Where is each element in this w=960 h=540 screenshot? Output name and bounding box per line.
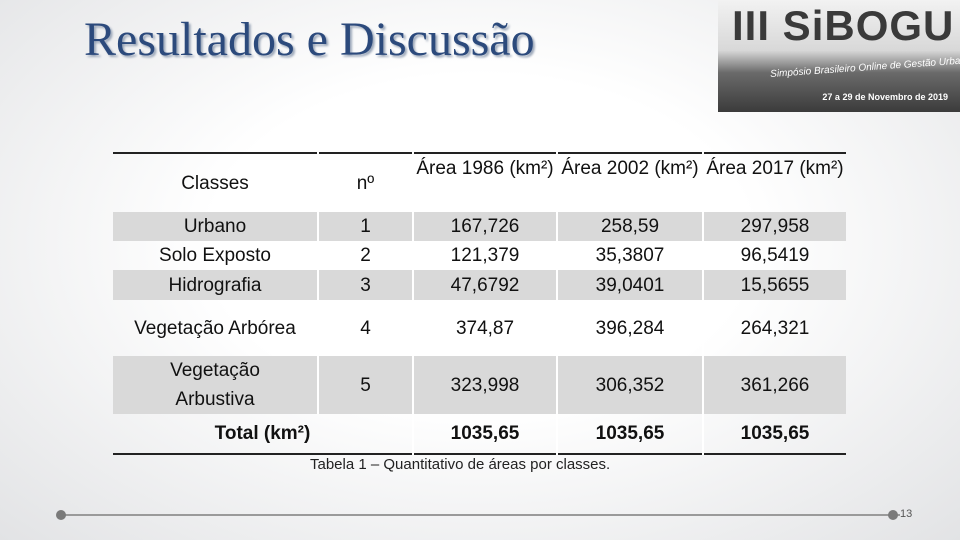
table-cell: 39,0401: [556, 270, 703, 300]
table-cell: Hidrografia: [113, 270, 318, 300]
caption: Tabela 1 – Quantitativo de áreas por cla…: [310, 456, 611, 473]
footer-dot: [888, 510, 898, 520]
table-row: Vegetação Arbustiva 5 323,998 306,352 361,26…: [113, 356, 846, 414]
logo-subtitle: Simpósio Brasileiro Online de Gestão Urb…: [769, 54, 960, 81]
table-cell: 361,266: [702, 356, 846, 414]
table-cell: 167,726: [412, 212, 557, 241]
table-cell: 2: [317, 241, 413, 270]
total-cell: 1035,65: [702, 414, 846, 454]
table-cell: 374,87: [412, 300, 557, 356]
table-cell: 15,5655: [702, 270, 846, 300]
footer-line: [60, 514, 900, 516]
table-cell: 96,5419: [702, 241, 846, 270]
header-cell: Área 2017 (km²): [702, 153, 846, 212]
logo-date: 27 a 29 de Novembro de 2019: [822, 92, 948, 102]
total-row: Total (km²) 1035,65 1035,65 1035,65: [113, 414, 846, 454]
title: Resultados e Discussão: [84, 13, 535, 66]
table-row: Solo Exposto 2 121,379 35,3807 96,5419: [113, 241, 846, 270]
table-cell: Urbano: [113, 212, 318, 241]
total-cell: 1035,65: [412, 414, 557, 454]
table-cell: 35,3807: [556, 241, 703, 270]
table-cell: 323,998: [412, 356, 557, 414]
table-cell: 396,284: [556, 300, 703, 356]
table-cell: Vegetação Arbustiva: [113, 356, 318, 414]
header-row: Classes nº Área 1986 (km²) Área 2002 (km²) Á…: [113, 153, 846, 212]
logo: III SiBOGU Simpósio Brasileiro Online de…: [718, 0, 960, 112]
logo-name: III SiBOGU: [732, 2, 955, 49]
table-row: Vegetação Arbórea 4 374,87 396,284 264,321: [113, 300, 846, 356]
header-cell: Área 2002 (km²): [556, 153, 703, 212]
table-cell: 306,352: [556, 356, 703, 414]
table-cell: Vegetação Arbórea: [134, 317, 296, 339]
header-cell: Área 1986 (km²): [412, 153, 557, 212]
table-row: Hidrografia 3 47,6792 39,0401 15,5655: [113, 270, 846, 300]
table-cell: Solo Exposto: [159, 245, 271, 266]
table-row: Urbano 1 167,726 258,59 297,958: [113, 212, 846, 241]
table: Classes nº Área 1986 (km²) Área 2002 (km²) Á…: [113, 152, 846, 455]
table-cell: 297,958: [702, 212, 846, 241]
table-cell: 5: [317, 356, 413, 414]
table-cell: 258,59: [556, 212, 703, 241]
table-cell: 4: [317, 300, 413, 356]
table-cell: 264,321: [702, 300, 846, 356]
header-cell: nº: [317, 153, 413, 212]
table-cell: 1: [317, 212, 413, 241]
footer-dot: [56, 510, 66, 520]
total-cell: 1035,65: [556, 414, 703, 454]
total-label: Total (km²): [214, 423, 311, 444]
table-cell: 3: [317, 270, 413, 300]
table-cell: 121,379: [412, 241, 557, 270]
table-cell: 47,6792: [412, 270, 557, 300]
header-cell: Classes: [181, 172, 249, 194]
page-number: 13: [900, 508, 913, 520]
